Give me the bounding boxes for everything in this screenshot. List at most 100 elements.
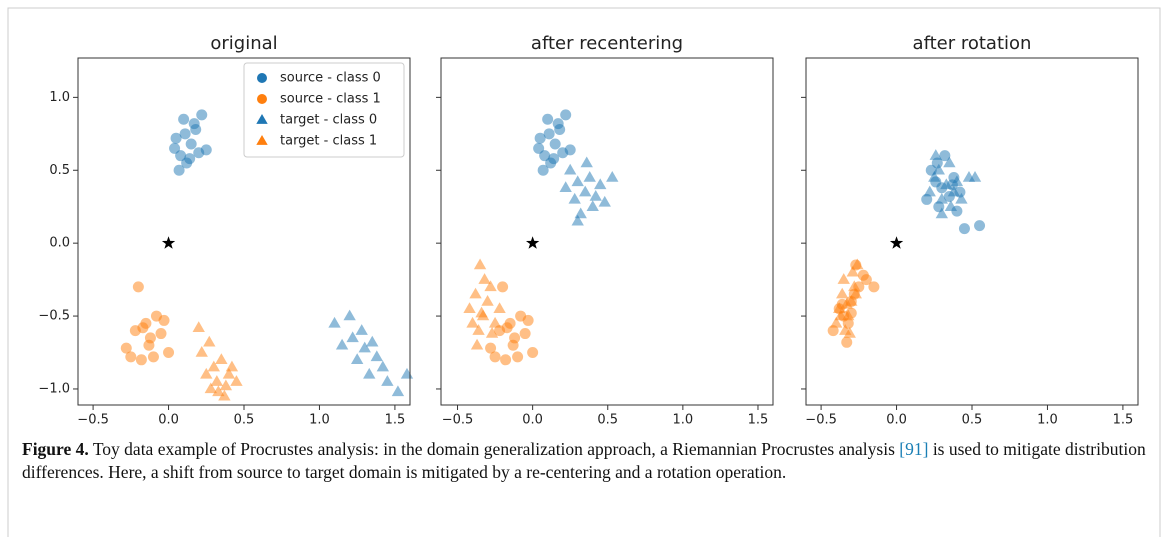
point xyxy=(841,336,853,348)
axes-frame xyxy=(440,57,774,406)
point xyxy=(222,367,236,379)
point xyxy=(343,309,356,321)
point xyxy=(188,118,200,130)
point xyxy=(921,193,933,205)
x-tick-label: 0.5 xyxy=(597,413,618,428)
point xyxy=(851,258,864,270)
point xyxy=(346,331,359,343)
caption-label: Figure 4. xyxy=(22,439,89,459)
chart-title: after recentering xyxy=(531,33,683,54)
point xyxy=(137,322,149,334)
chart-title: original xyxy=(210,33,277,54)
point xyxy=(539,150,551,162)
point xyxy=(200,144,212,156)
point xyxy=(473,258,487,270)
chart-title: after rotation xyxy=(913,33,1032,54)
frame xyxy=(7,7,1161,537)
point xyxy=(527,347,539,359)
x-tick-label: 0.0 xyxy=(886,413,907,428)
point xyxy=(849,287,862,299)
point xyxy=(215,353,228,365)
point xyxy=(929,149,942,160)
axes-frame xyxy=(805,57,1139,406)
point xyxy=(155,328,167,340)
point xyxy=(533,142,545,154)
point xyxy=(478,273,491,284)
point xyxy=(507,339,519,351)
legend-label: source - class 1 xyxy=(280,92,381,107)
point xyxy=(363,367,376,379)
point xyxy=(860,274,872,286)
caption-text: is used to mitigate distribution differe… xyxy=(22,439,1146,482)
point xyxy=(489,351,501,363)
point xyxy=(944,200,958,211)
point xyxy=(522,314,534,326)
point xyxy=(534,132,546,144)
legend-marker xyxy=(257,94,267,104)
point xyxy=(559,181,572,192)
caption: Figure 4. Toy data example of Procrustes… xyxy=(22,438,1147,484)
x-tick-label: 1.5 xyxy=(385,413,406,428)
legend-label: target - class 0 xyxy=(280,113,377,128)
y-tick-label: −1.0 xyxy=(38,381,70,396)
point xyxy=(836,287,849,299)
point xyxy=(943,156,956,168)
point xyxy=(939,150,951,162)
point xyxy=(212,385,225,397)
point xyxy=(335,338,349,350)
x-tick-label: −0.5 xyxy=(442,413,474,428)
y-tick-label: 1.0 xyxy=(49,90,70,105)
legend-label: source - class 0 xyxy=(280,71,381,86)
point xyxy=(833,302,846,313)
point xyxy=(598,195,611,207)
point xyxy=(497,281,509,293)
point xyxy=(542,113,554,125)
legend-label: target - class 1 xyxy=(280,134,377,149)
point xyxy=(218,389,231,401)
point xyxy=(178,113,190,125)
x-tick-label: 0.5 xyxy=(234,413,255,428)
point xyxy=(940,178,953,190)
point xyxy=(568,192,581,204)
point xyxy=(203,335,216,347)
x-tick-label: 0.0 xyxy=(158,413,179,428)
legend-marker xyxy=(256,135,268,145)
point xyxy=(846,265,859,277)
y-tick-label: 0.0 xyxy=(49,236,70,251)
point xyxy=(549,138,561,150)
y-tick-label: 0.5 xyxy=(49,163,70,178)
x-tick-label: 1.5 xyxy=(1113,413,1134,428)
point xyxy=(932,163,945,175)
point xyxy=(469,287,482,299)
point xyxy=(355,324,368,335)
point xyxy=(519,328,531,340)
point xyxy=(158,314,170,326)
citation[interactable]: [91] xyxy=(899,439,929,459)
point xyxy=(466,316,479,328)
point xyxy=(968,171,982,182)
point xyxy=(548,153,560,165)
x-tick-label: 0.5 xyxy=(962,413,983,428)
point xyxy=(574,207,587,219)
point xyxy=(583,171,596,182)
point xyxy=(143,339,155,351)
legend-marker xyxy=(257,73,267,83)
point xyxy=(923,185,936,197)
point xyxy=(169,142,181,154)
point xyxy=(207,360,220,372)
x-tick-label: 0.0 xyxy=(522,413,543,428)
point xyxy=(472,324,485,335)
point xyxy=(580,156,593,168)
legend-box xyxy=(243,62,405,158)
point xyxy=(594,178,607,190)
point xyxy=(391,385,405,397)
point xyxy=(589,190,602,201)
point xyxy=(163,347,175,359)
point xyxy=(485,342,497,354)
origin-star xyxy=(526,236,540,249)
point xyxy=(928,171,941,182)
point xyxy=(843,327,856,338)
point xyxy=(950,175,964,187)
